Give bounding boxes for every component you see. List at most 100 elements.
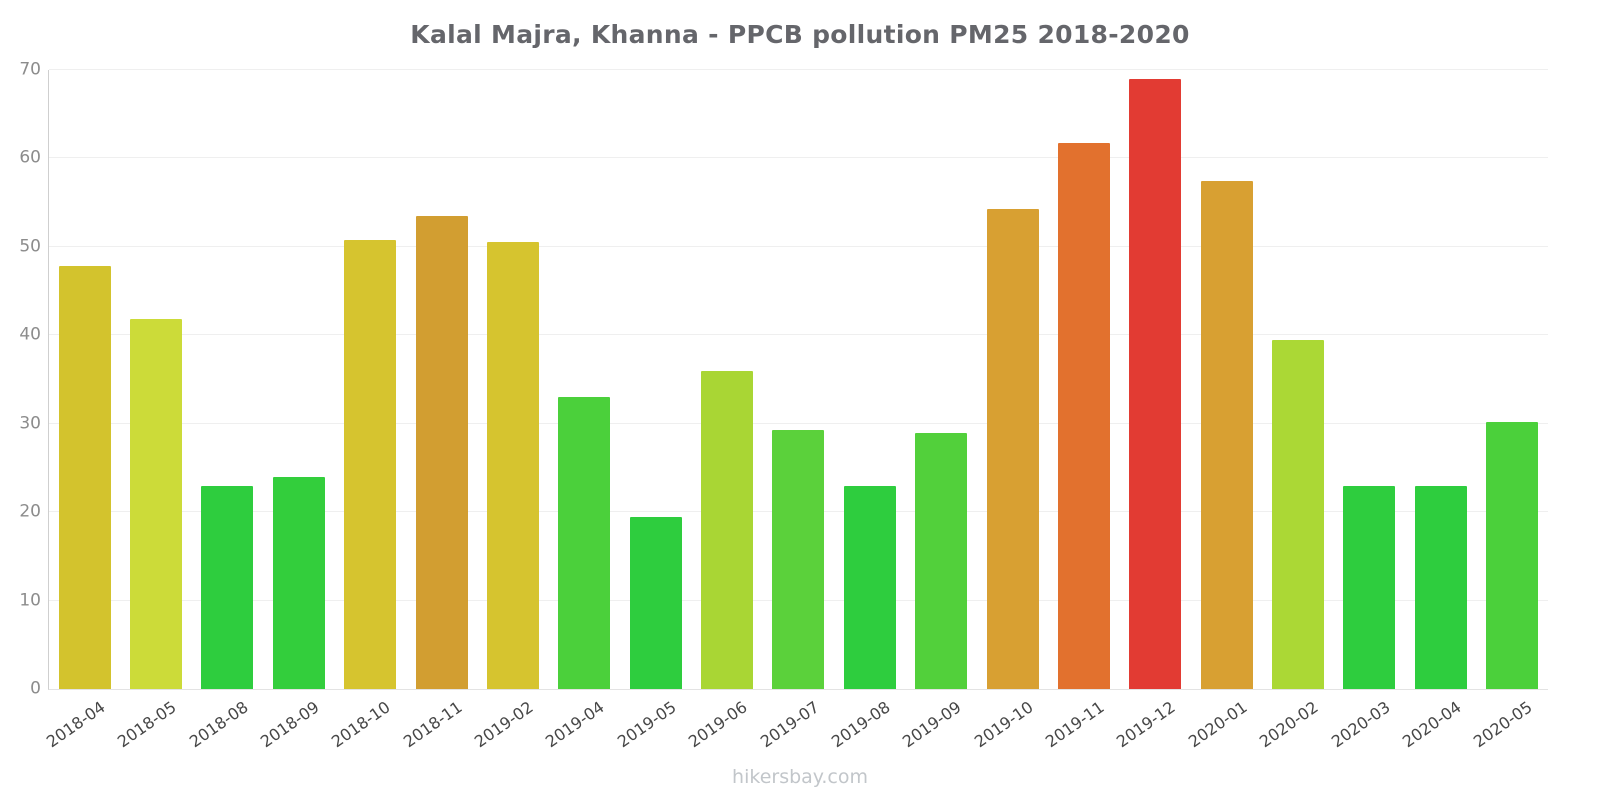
x-tick-label: 2019-04	[542, 697, 609, 752]
x-tick-slot: 2018-09	[257, 689, 334, 761]
x-tick-label: 2020-03	[1327, 697, 1394, 752]
y-tick-label: 60	[19, 147, 41, 168]
x-tick-label: 2019-06	[685, 697, 751, 752]
y-tick-label: 10	[19, 590, 41, 611]
bar-slot	[1120, 70, 1191, 689]
y-tick-label: 0	[30, 678, 41, 699]
bar-2020-04[interactable]	[1414, 485, 1467, 689]
gridline	[49, 334, 1548, 336]
x-tick-label: 2018-08	[185, 697, 252, 752]
bar-slot	[192, 70, 263, 689]
bar-slot	[1405, 70, 1476, 689]
x-tick-label: 2019-02	[471, 697, 537, 752]
x-tick-label: 2020-01	[1184, 697, 1251, 752]
bar-2019-06[interactable]	[701, 370, 754, 689]
gridline	[49, 157, 1548, 159]
x-tick-label: 2018-11	[399, 697, 466, 752]
bar-2019-07[interactable]	[772, 429, 825, 689]
x-tick-slot: 2019-11	[1042, 689, 1119, 761]
x-axis-labels: 2018-04 2018-05 2018-08 2018-09 2018-10 2018-…	[43, 689, 1548, 761]
bar-slot	[120, 70, 191, 689]
bar-2020-03[interactable]	[1343, 485, 1396, 689]
gridline	[49, 69, 1548, 70]
x-tick-label: 2019-09	[899, 697, 965, 752]
bar-2020-02[interactable]	[1272, 339, 1325, 689]
bar-2019-10[interactable]	[986, 208, 1039, 689]
bar-2019-12[interactable]	[1129, 78, 1182, 689]
y-tick-label: 40	[19, 324, 41, 345]
bar-slot	[406, 70, 477, 689]
x-tick-slot: 2020-03	[1328, 689, 1405, 761]
x-tick-slot: 2019-05	[614, 689, 691, 761]
gridline	[49, 245, 1548, 247]
x-tick-slot: 2020-04	[1399, 689, 1476, 761]
x-tick-slot: 2019-09	[899, 689, 977, 761]
x-tick-slot: 2018-04	[43, 689, 120, 761]
x-tick-slot: 2019-08	[828, 689, 905, 761]
x-tick-slot: 2019-04	[542, 689, 620, 761]
bars-container	[49, 70, 1548, 689]
bar-slot	[1334, 70, 1405, 689]
bar-slot	[1191, 70, 1262, 689]
x-tick-slot: 2018-10	[328, 689, 406, 761]
bar-2019-05[interactable]	[629, 516, 682, 689]
bar-2019-04[interactable]	[558, 397, 611, 689]
gridline	[49, 422, 1548, 424]
bar-slot	[620, 70, 691, 689]
x-tick-slot: 2019-02	[471, 689, 548, 761]
x-tick-slot: 2019-06	[685, 689, 762, 761]
bar-2018-05[interactable]	[130, 319, 183, 689]
bar-2020-01[interactable]	[1200, 180, 1253, 689]
bar-2019-11[interactable]	[1057, 142, 1110, 689]
bar-slot	[1262, 70, 1333, 689]
x-tick-slot: 2018-05	[114, 689, 191, 761]
watermark: hikersbay.com	[732, 766, 868, 788]
bar-2018-10[interactable]	[344, 239, 397, 689]
y-tick-label: 20	[19, 501, 41, 522]
bar-2019-08[interactable]	[843, 485, 896, 689]
bar-2018-08[interactable]	[201, 485, 254, 689]
bar-slot	[977, 70, 1048, 689]
bar-2019-02[interactable]	[486, 242, 539, 689]
bar-slot	[549, 70, 620, 689]
y-tick-label: 50	[19, 236, 41, 257]
x-tick-label: 2019-08	[827, 697, 894, 752]
bar-2018-09[interactable]	[272, 476, 325, 689]
y-tick-label: 70	[19, 59, 41, 80]
x-tick-slot: 2018-11	[400, 689, 477, 761]
x-tick-slot: 2019-12	[1113, 689, 1191, 761]
bar-slot	[49, 70, 120, 689]
y-tick-label: 30	[19, 413, 41, 434]
chart-title: Kalal Majra, Khanna - PPCB pollution PM2…	[410, 20, 1190, 49]
x-tick-slot: 2019-10	[971, 689, 1048, 761]
bar-2018-04[interactable]	[58, 266, 111, 689]
x-tick-slot: 2019-07	[757, 689, 834, 761]
plot-area: 0 10 20 30 40 50 60 70 2018-04 2018-05 2018-08 201…	[19, 61, 1548, 751]
x-tick-label: 2018-09	[256, 697, 323, 752]
bar-slot	[335, 70, 406, 689]
x-tick-label: 2020-04	[1398, 697, 1465, 752]
bar-2018-11[interactable]	[415, 215, 468, 689]
x-tick-label: 2020-05	[1470, 697, 1536, 752]
x-tick-label: 2019-07	[756, 697, 823, 752]
x-tick-label: 2019-10	[970, 697, 1037, 752]
bar-slot	[263, 70, 334, 689]
x-tick-label: 2018-10	[328, 697, 394, 752]
bar-slot	[763, 70, 834, 689]
bar-2019-09[interactable]	[915, 432, 968, 689]
x-tick-label: 2018-05	[114, 697, 180, 752]
bar-slot	[834, 70, 905, 689]
bar-2020-05[interactable]	[1486, 421, 1539, 689]
bar-slot	[1048, 70, 1119, 689]
x-tick-slot: 2020-01	[1185, 689, 1262, 761]
x-tick-label: 2019-05	[613, 697, 680, 752]
x-tick-label: 2019-11	[1042, 697, 1108, 752]
x-tick-slot: 2020-05	[1470, 689, 1548, 761]
x-tick-slot: 2018-08	[186, 689, 263, 761]
x-tick-label: 2019-12	[1113, 697, 1180, 752]
x-tick-label: 2018-04	[42, 697, 109, 752]
x-tick-label: 2020-02	[1256, 697, 1322, 752]
bar-slot	[1477, 70, 1548, 689]
bar-slot	[906, 70, 977, 689]
